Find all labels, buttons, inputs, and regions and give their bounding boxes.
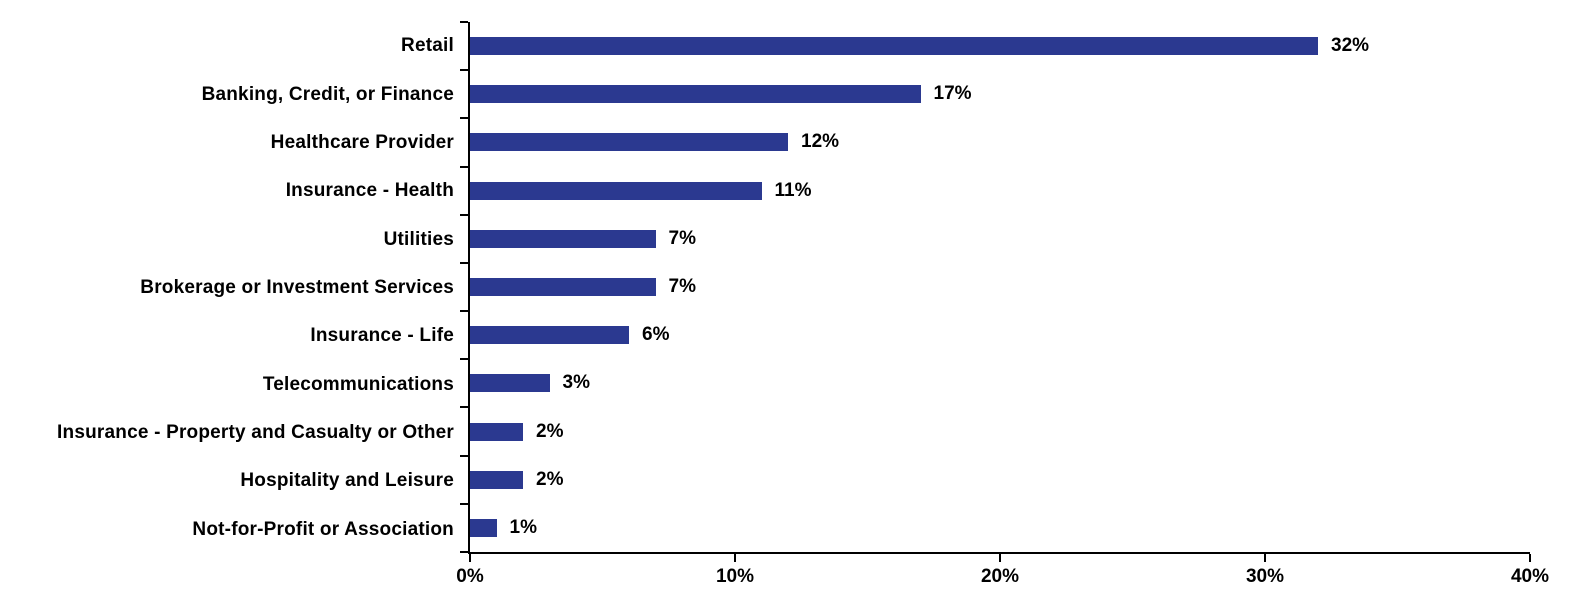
bar-value-label: 32% bbox=[1331, 35, 1370, 57]
bar-value-label: 6% bbox=[642, 324, 670, 346]
bar bbox=[470, 85, 921, 104]
y-axis-tick bbox=[460, 502, 468, 505]
bar bbox=[470, 374, 550, 393]
bar-row: 11% bbox=[470, 167, 1530, 215]
category-label: Insurance - Life bbox=[310, 325, 454, 347]
category-label: Insurance - Property and Casualty or Oth… bbox=[57, 422, 454, 444]
bar bbox=[470, 422, 523, 441]
x-axis-tick bbox=[999, 554, 1001, 562]
bar bbox=[470, 278, 656, 297]
y-axis-tick bbox=[460, 454, 468, 457]
bar bbox=[470, 326, 629, 345]
category-label: Banking, Credit, or Finance bbox=[201, 83, 454, 105]
y-axis-tick bbox=[460, 310, 468, 313]
bar-value-label: 2% bbox=[536, 420, 564, 442]
y-axis-tick bbox=[460, 406, 468, 409]
bar-value-label: 11% bbox=[774, 179, 812, 201]
bar bbox=[470, 133, 788, 152]
y-axis-tick bbox=[460, 551, 468, 553]
category-label: Utilities bbox=[383, 228, 454, 250]
y-axis-tick bbox=[460, 261, 468, 264]
bar-row: 32% bbox=[470, 22, 1530, 70]
bar bbox=[470, 229, 656, 248]
y-axis-tick bbox=[460, 358, 468, 361]
category-labels-column: Retail Banking, Credit, or Finance Healthc… bbox=[0, 22, 468, 554]
category-label: Hospitality and Leisure bbox=[240, 470, 454, 492]
bar-row: 12% bbox=[470, 118, 1530, 166]
x-axis-tick-label: 0% bbox=[456, 566, 484, 587]
category-label: Brokerage or Investment Services bbox=[140, 276, 454, 298]
bar-row: 3% bbox=[470, 359, 1530, 407]
bar-value-label: 1% bbox=[509, 516, 537, 538]
x-axis-tick-label: 40% bbox=[1510, 566, 1550, 587]
bar-row: 17% bbox=[470, 70, 1530, 118]
bar-value-label: 17% bbox=[933, 83, 972, 105]
bar bbox=[470, 181, 762, 200]
x-axis-tick bbox=[1529, 554, 1531, 562]
bar-value-label: 2% bbox=[536, 468, 564, 490]
category-label: Healthcare Provider bbox=[270, 131, 454, 153]
plot-area: 32% 17% 12% 11% 7% 7% 6% 3% 2% 2% 1% 0% 10% 20% 30% 40… bbox=[456, 21, 1549, 587]
chart-main: Retail Banking, Credit, or Finance Healthc… bbox=[0, 21, 1574, 587]
category-label: Telecommunications bbox=[262, 373, 454, 395]
bar-row: 1% bbox=[470, 504, 1530, 552]
y-axis-tick bbox=[460, 69, 468, 72]
bar-row: 6% bbox=[470, 311, 1530, 359]
bar bbox=[470, 37, 1318, 56]
bar-row: 7% bbox=[470, 215, 1530, 263]
bar bbox=[470, 470, 523, 489]
x-axis-tick-label: 30% bbox=[1245, 566, 1285, 587]
y-axis-tick bbox=[460, 21, 468, 23]
bar-row: 2% bbox=[470, 408, 1530, 456]
category-label: Insurance - Health bbox=[285, 180, 454, 202]
y-axis-tick bbox=[460, 213, 468, 216]
x-axis-tick bbox=[734, 554, 736, 562]
bar-value-label: 12% bbox=[801, 131, 840, 153]
bar-value-label: 7% bbox=[668, 227, 696, 249]
x-axis-tick-label: 20% bbox=[980, 566, 1020, 587]
bar bbox=[470, 518, 497, 537]
x-axis-tick bbox=[469, 554, 471, 562]
bar-row: 2% bbox=[470, 456, 1530, 504]
x-axis-tick bbox=[1264, 554, 1266, 562]
bar-row: 7% bbox=[470, 263, 1530, 311]
bar-rows: 32% 17% 12% 11% 7% 7% 6% 3% 2% 2% 1% bbox=[470, 22, 1530, 552]
category-label: Not-for-Profit or Association bbox=[192, 518, 454, 540]
category-label: Retail bbox=[401, 35, 454, 57]
bar-value-label: 3% bbox=[562, 372, 590, 394]
y-axis-tick bbox=[460, 165, 468, 168]
x-axis-tick-label: 10% bbox=[715, 566, 755, 587]
bar-value-label: 7% bbox=[668, 276, 696, 298]
y-axis-tick bbox=[460, 117, 468, 120]
